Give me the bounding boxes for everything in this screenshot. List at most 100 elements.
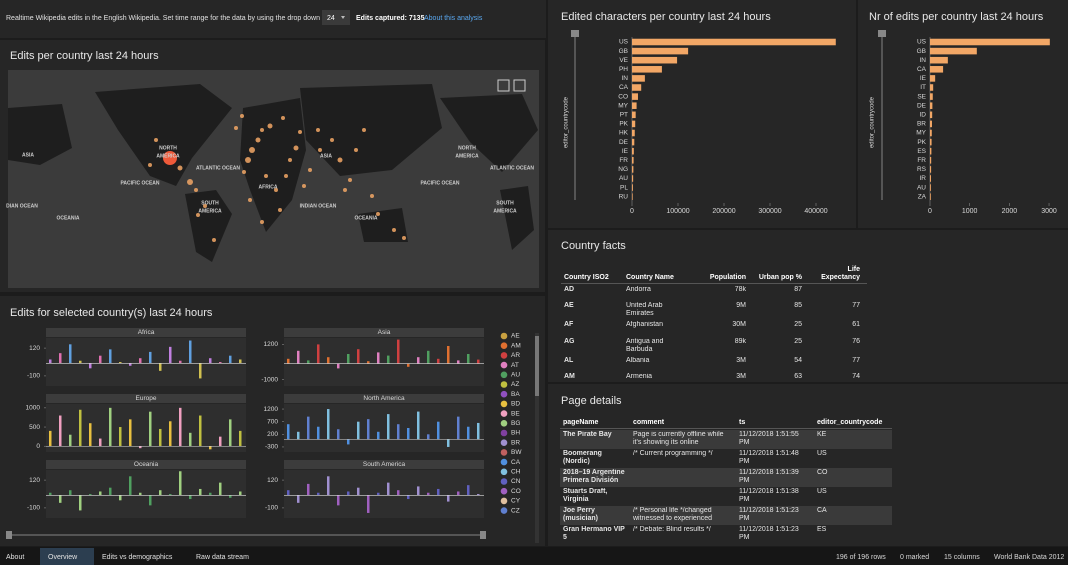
map-label: AMERICA <box>198 208 222 214</box>
map-label: AMERICA <box>493 208 517 214</box>
slider-handle[interactable] <box>6 531 12 539</box>
table-header-cell: comment <box>630 418 736 427</box>
pan-tool[interactable] <box>513 79 526 92</box>
panel-plot <box>46 338 246 386</box>
legend-swatch <box>500 429 508 437</box>
bar <box>59 415 62 447</box>
map-label: OCEANIA <box>56 215 79 221</box>
y-tick-label: HK <box>619 130 629 137</box>
bar <box>377 492 380 496</box>
land-shape <box>240 98 306 232</box>
y-tick-label: US <box>917 39 927 46</box>
edits-captured: Edits captured: 7135 <box>356 15 425 22</box>
bar <box>407 495 410 500</box>
bar <box>129 476 132 496</box>
header-text: pageName <box>563 419 599 426</box>
legend-scrollbar[interactable] <box>535 333 539 543</box>
bar <box>632 147 634 155</box>
bar <box>447 346 450 364</box>
tab[interactable]: About <box>6 554 24 561</box>
bar <box>632 56 678 64</box>
panel-plot <box>284 338 484 386</box>
legend-label: CY <box>511 498 521 505</box>
lasso-tool[interactable] <box>497 79 510 92</box>
legend-swatch <box>500 352 508 359</box>
legend-scroll-thumb[interactable] <box>535 336 539 396</box>
panel-title: North America <box>363 395 405 402</box>
time-range-dropdown[interactable] <box>322 10 350 25</box>
y-tick-label: US <box>619 39 629 46</box>
slider-handle[interactable] <box>878 30 886 37</box>
tab[interactable]: Raw data stream <box>196 554 249 561</box>
bar <box>307 483 310 496</box>
bar <box>99 438 102 447</box>
about-link[interactable]: About this analysis <box>424 15 483 22</box>
map-marker <box>308 168 312 172</box>
y-tick-label: CA <box>619 84 629 91</box>
bar <box>417 411 420 440</box>
map-marker <box>177 165 183 171</box>
map-label: NORTH <box>458 145 476 151</box>
bar <box>457 416 460 440</box>
bar <box>219 482 222 496</box>
bar <box>930 157 932 164</box>
bar <box>287 490 290 496</box>
map-label: PACIFIC OCEAN <box>420 180 459 186</box>
map-marker <box>148 163 152 167</box>
axis-label: editor_countrycode <box>564 96 570 148</box>
data-source: World Bank Data 2012 <box>994 554 1064 561</box>
bar <box>139 446 142 449</box>
legend-swatch <box>500 507 508 514</box>
bar <box>327 409 330 440</box>
x-tick-label: 200000 <box>712 208 735 215</box>
legend-label: BW <box>511 449 522 456</box>
table-cell: 11/12/2018 1:51:38 PM <box>739 488 799 503</box>
tab[interactable]: Overview <box>48 554 78 561</box>
map-marker <box>337 157 343 163</box>
bar <box>417 357 420 364</box>
y-tick-label: ID <box>920 112 927 119</box>
y-tick-label: AU <box>619 175 628 182</box>
slider-handle[interactable] <box>480 531 486 539</box>
map-marker <box>278 208 282 212</box>
map-marker <box>260 128 264 132</box>
map-marker <box>298 130 302 134</box>
map-marker <box>242 170 246 174</box>
map-marker <box>249 147 255 153</box>
y-tick-label: BR <box>917 121 926 128</box>
map-label: ASIA <box>22 152 34 158</box>
legend-swatch <box>500 400 508 408</box>
slider-handle[interactable] <box>571 30 579 37</box>
bar <box>632 157 634 164</box>
bar <box>89 423 92 447</box>
bar <box>632 175 634 182</box>
y-tick-label: PT <box>620 112 628 119</box>
map-marker <box>318 148 322 152</box>
bar <box>219 362 222 364</box>
tab[interactable]: Edits vs demographics <box>102 554 173 561</box>
table-cell: Antigua and Barbuda <box>626 338 664 353</box>
table-header-cell: Country Name <box>623 262 683 282</box>
bar <box>239 359 242 364</box>
legend-label: AR <box>511 352 520 359</box>
time-range-value[interactable]: 24 <box>327 15 335 22</box>
edits-panel <box>858 0 1068 228</box>
y-tick-label: 1000 <box>26 405 41 412</box>
facts-title: Country facts <box>561 240 626 252</box>
map-label: INDIAN OCEAN <box>300 203 337 209</box>
table-cell: 30M <box>732 321 746 328</box>
x-tick-label: 300000 <box>758 208 781 215</box>
bar <box>209 446 212 450</box>
legend-swatch <box>500 390 508 398</box>
bar <box>632 184 633 191</box>
panel-plot <box>284 404 484 452</box>
bar <box>59 353 62 364</box>
y-tick-label: IR <box>920 175 927 182</box>
y-tick-label: FR <box>619 157 628 164</box>
bar <box>347 491 350 496</box>
bar <box>287 424 290 440</box>
header-text: ts <box>739 419 746 426</box>
y-tick-label: IE <box>622 148 629 155</box>
map-marker <box>362 128 366 132</box>
